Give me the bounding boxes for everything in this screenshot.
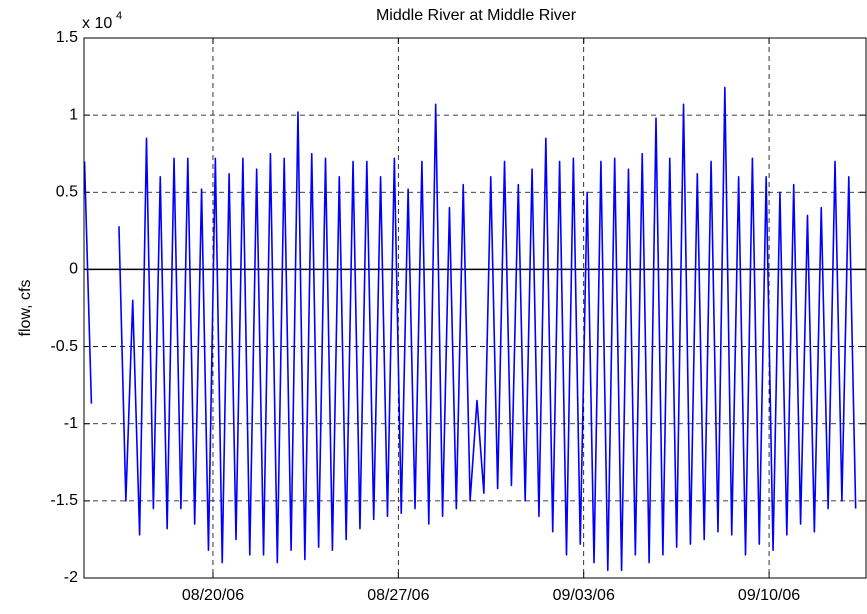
y-axis-label: flow, cfs (17, 280, 34, 337)
y-tick-label: -2 (64, 569, 78, 586)
data-line (83, 86, 857, 572)
y-tick-label: -1 (64, 415, 78, 432)
y-tick-label: 0 (69, 261, 78, 278)
y-tick-label: 1 (69, 106, 78, 123)
y-multiplier-exponent: 4 (116, 10, 122, 22)
y-tick-label: 1.5 (56, 29, 78, 46)
x-tick-label: 08/20/06 (182, 587, 244, 604)
y-tick-label: 0.5 (56, 184, 78, 201)
plot-frame (83, 37, 867, 579)
x-tick-label: 08/27/06 (367, 587, 429, 604)
y-multiplier: x 10 (82, 15, 112, 32)
x-tick-label: 09/03/06 (553, 587, 615, 604)
y-tick-label: -1.5 (50, 492, 78, 509)
x-tick-label: 09/10/06 (738, 587, 800, 604)
y-tick-label: -0.5 (50, 338, 78, 355)
chart-title: Middle River at Middle River (376, 7, 577, 24)
